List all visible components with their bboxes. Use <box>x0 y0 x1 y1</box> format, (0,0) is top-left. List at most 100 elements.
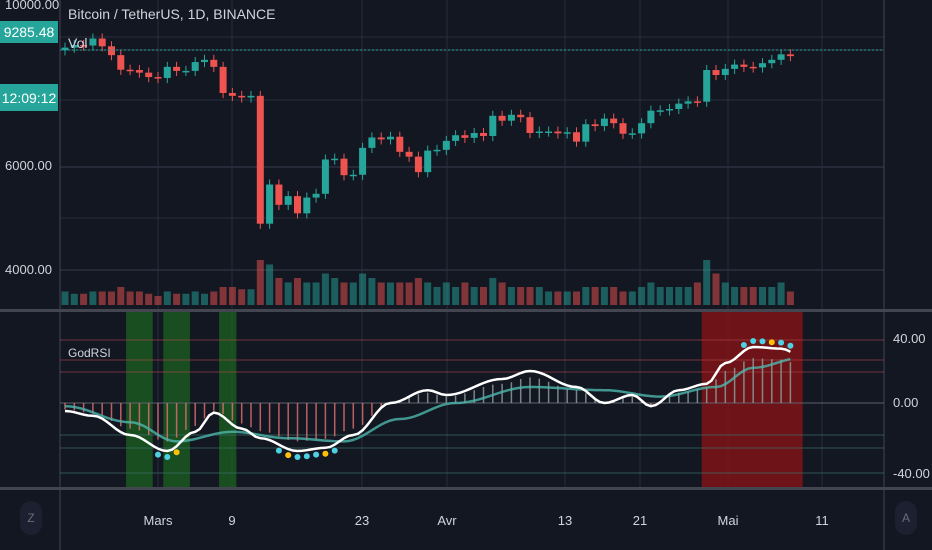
volume-bar <box>600 287 608 305</box>
volume-bar <box>545 291 553 305</box>
zoom-button-left[interactable]: Z <box>20 501 42 535</box>
candle-body <box>535 131 543 134</box>
candle-body <box>442 140 450 150</box>
volume-bar <box>470 287 478 305</box>
signal-dot <box>173 449 180 456</box>
candle-body <box>173 66 181 71</box>
candle-body <box>554 131 562 134</box>
volume-bar <box>610 287 618 305</box>
signal-dot <box>787 342 794 349</box>
candle-body <box>777 54 785 60</box>
volume-bar <box>740 287 748 305</box>
volume-bar <box>89 291 97 305</box>
candle-body <box>405 151 413 157</box>
volume-bar <box>191 291 199 305</box>
volume-bar <box>666 287 673 305</box>
volume-bar <box>284 282 292 305</box>
candle-body <box>61 47 69 51</box>
candle-body <box>331 158 339 161</box>
candle-body <box>424 150 432 173</box>
candle-body <box>600 118 608 127</box>
volume-bar <box>387 282 394 305</box>
indicator-name: GodRSI <box>68 346 111 360</box>
candle-body <box>768 59 776 64</box>
signal-dot <box>303 453 310 460</box>
rsi-line <box>64 345 791 453</box>
volume-bar <box>219 287 227 305</box>
volume-bar <box>61 291 69 305</box>
signal-dot <box>285 452 292 459</box>
candle-body <box>80 44 88 47</box>
candle-body <box>619 123 627 134</box>
volume-bar <box>628 291 636 305</box>
volume-bar <box>173 293 181 305</box>
candle-body <box>703 70 711 102</box>
time-label-avr: Avr <box>437 513 457 528</box>
volume-bar <box>247 289 255 305</box>
rsi-label-0: 0.00 <box>893 395 919 410</box>
candle-body <box>135 70 143 73</box>
volume-bar <box>321 273 329 305</box>
volume-bar <box>359 273 367 305</box>
volume-bar <box>349 282 357 305</box>
volume-bar <box>731 287 739 305</box>
volume-bar <box>396 282 404 305</box>
volume-bar <box>535 287 543 305</box>
time-label-23: 23 <box>354 513 370 528</box>
signal-dot <box>155 451 161 458</box>
candle-body <box>89 38 97 46</box>
signal-dot <box>313 451 320 458</box>
volume-bar <box>414 278 422 305</box>
buy-zone <box>126 312 153 487</box>
candle-body <box>749 66 757 69</box>
candle-body <box>284 196 292 205</box>
auto-scale-button[interactable]: A <box>895 501 917 535</box>
candle-body <box>359 147 367 175</box>
volume-bar <box>712 273 720 305</box>
volume-bar <box>591 287 599 305</box>
volume-bar <box>582 287 590 305</box>
candle-body <box>154 77 162 79</box>
price-label-10000: 10000.00 <box>5 0 60 12</box>
candle-body <box>70 44 78 48</box>
rsi-label-neg40: -40.00 <box>893 466 930 481</box>
volume-bar <box>331 278 339 305</box>
volume-bar <box>461 282 469 305</box>
candle-body <box>191 62 199 71</box>
signal-dot <box>164 454 171 460</box>
volume-bar <box>340 282 348 305</box>
candle-body <box>545 131 553 134</box>
rsi-label-40: 40.00 <box>893 331 926 346</box>
candle-body <box>275 184 283 205</box>
candle-body <box>266 184 274 224</box>
candle-body <box>610 118 618 124</box>
last-price-badge: 9285.48 <box>0 21 58 43</box>
volume-bar <box>266 264 274 305</box>
volume-bar <box>675 287 683 305</box>
time-label-13: 13 <box>557 513 573 528</box>
candle-body <box>786 54 794 57</box>
volume-bar <box>647 282 655 305</box>
volume-bar <box>433 287 441 305</box>
volume-bar <box>145 293 153 305</box>
signal-dot <box>294 454 301 460</box>
candle-body <box>108 46 115 56</box>
pane-separator <box>0 487 932 490</box>
candle-body <box>712 70 720 75</box>
volume-bar <box>498 282 506 305</box>
volume-bar <box>507 287 515 305</box>
candle-body <box>145 72 153 78</box>
candle-body <box>675 103 683 109</box>
time-label-11: 11 <box>815 513 829 528</box>
candle-body <box>349 174 357 177</box>
candle-body <box>731 64 739 69</box>
signal-line <box>64 357 791 443</box>
countdown-badge: 12:09:12 <box>0 84 58 111</box>
candle-body <box>303 197 311 214</box>
candle-body <box>638 123 646 134</box>
signal-dot <box>750 338 757 344</box>
candle-body <box>582 124 590 142</box>
candle-body <box>387 136 394 140</box>
volume-bar <box>554 291 562 305</box>
